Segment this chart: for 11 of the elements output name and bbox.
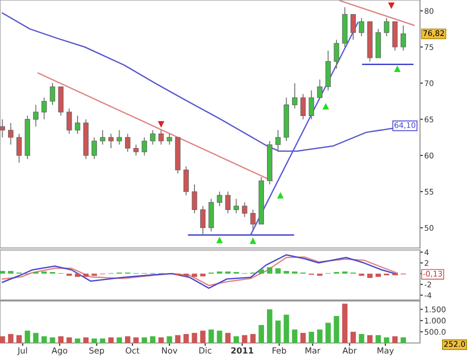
- x-tick-label: 2011: [231, 347, 254, 354]
- x-tick-label: Mar: [306, 347, 320, 354]
- x-tick-label: Ago: [52, 347, 68, 356]
- x-tick-label: Nov: [162, 347, 178, 354]
- x-tick-label: Feb: [272, 347, 286, 354]
- x-tick-label: Abr: [342, 347, 357, 354]
- x-tick-label: May: [378, 347, 394, 356]
- x-tick-label: Dic: [199, 347, 212, 354]
- x-tick-label: Sep: [89, 347, 104, 356]
- x-tick-label: Oct: [126, 347, 140, 354]
- x-tick-label: Jul: [17, 347, 27, 356]
